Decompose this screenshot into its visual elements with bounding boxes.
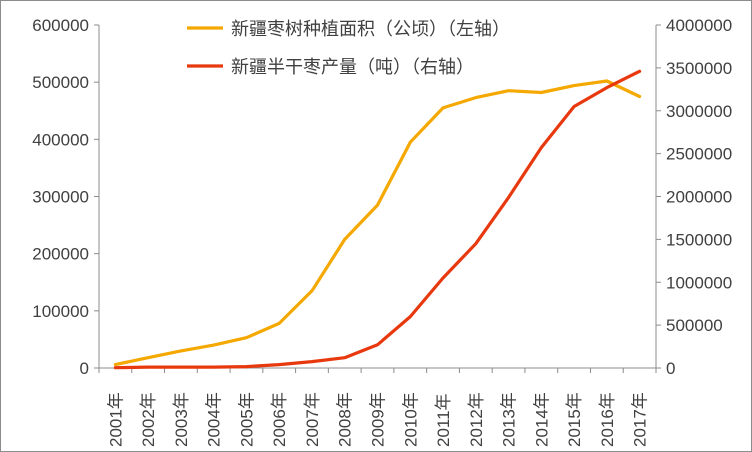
left-tick-label: 300000 [32,188,89,207]
x-axis-categories: 2001年 2002年 2003年 2004年 2005年 2006年 2007年 2008年… [98,368,657,447]
x-tick-label: 2009年 [369,392,388,447]
x-tick-label: 2001年 [106,392,125,447]
x-tick-label: 2013年 [500,392,519,447]
x-tick-label: 2004年 [205,392,224,447]
legend: 新疆枣树种植面积（公顷）（左轴） 新疆半干枣产量（吨）（右轴） [187,19,510,77]
left-tick-label: 500000 [32,73,89,92]
right-tick-label: 500000 [666,316,723,335]
left-tick-label: 400000 [32,130,89,149]
x-tick-label: 2005年 [237,392,256,447]
x-tick-label: 2002年 [139,392,158,447]
left-tick-label: 600000 [32,16,89,35]
x-tick-label: 2003年 [172,392,191,447]
series-lines [113,69,642,370]
right-axis-ticks: 0 500000 1000000 1500000 2000000 2500000 30000… [656,16,732,378]
left-axis-ticks: 0 100000 200000 300000 400000 500000 600000 [32,16,99,378]
right-tick-label: 2000000 [666,188,732,207]
legend-label: 新疆半干枣产量（吨）（右轴） [231,57,474,77]
x-tick-label: 2014年 [532,392,551,447]
right-tick-label: 3000000 [666,102,732,121]
x-tick-label: 2012年 [467,392,486,447]
x-tick-label: 2016年 [598,392,617,447]
x-tick-label: 2017年 [631,392,650,447]
right-tick-label: 1500000 [666,230,732,249]
x-tick-label: 2015年 [565,392,584,447]
right-tick-label: 4000000 [666,16,732,35]
x-tick-label: 2006年 [270,392,289,447]
left-tick-label: 0 [80,359,89,378]
x-tick-label: 2007年 [303,392,322,447]
left-tick-label: 200000 [32,245,89,264]
right-tick-label: 2500000 [666,145,732,164]
x-tick-label: 2008年 [336,392,355,447]
x-tick-label: 2011年 [434,393,453,447]
left-tick-label: 100000 [32,302,89,321]
series-line-2 [113,69,642,370]
right-tick-label: 0 [666,359,675,378]
right-tick-label: 3500000 [666,59,732,78]
legend-label: 新疆枣树种植面积（公顷）（左轴） [231,19,510,39]
right-tick-label: 1000000 [666,273,732,292]
x-tick-label: 2010年 [401,392,420,447]
